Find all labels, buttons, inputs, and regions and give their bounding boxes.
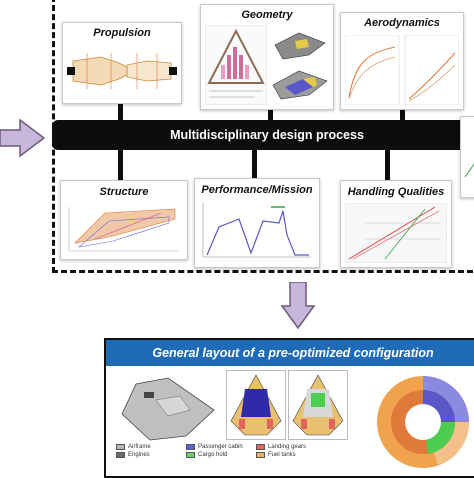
connector bbox=[400, 100, 405, 122]
general-layout-panel: General layout of a pre-optimized config… bbox=[104, 338, 474, 478]
legend-label: Passenger cabin bbox=[198, 444, 243, 450]
mass-breakdown-sunburst bbox=[377, 376, 469, 468]
clipped-right-card bbox=[460, 116, 474, 198]
legend-swatch bbox=[186, 444, 195, 450]
structure-wing-diagram bbox=[68, 207, 179, 252]
clipped-plot bbox=[464, 163, 474, 178]
aircraft-3d-view bbox=[272, 32, 328, 100]
legend-swatch bbox=[256, 452, 265, 458]
legend-item: Landing gears bbox=[256, 444, 326, 450]
geometry-card: Geometry bbox=[200, 4, 334, 110]
legend-label: Fuel tanks bbox=[268, 452, 296, 458]
aerodynamics-card: Aerodynamics bbox=[340, 12, 464, 110]
legend-item: Fuel tanks bbox=[256, 452, 326, 458]
top-view-cargo bbox=[292, 374, 344, 436]
handling-card: Handling Qualities bbox=[340, 180, 452, 268]
geometry-title: Geometry bbox=[241, 9, 293, 21]
aerodynamics-title: Aerodynamics bbox=[364, 17, 440, 29]
mission-profile-chart bbox=[202, 203, 311, 258]
handling-envelope-chart bbox=[345, 203, 447, 263]
top-view-cargo-box bbox=[288, 370, 348, 440]
performance-title: Performance/Mission bbox=[201, 184, 313, 196]
legend-item: Engines bbox=[116, 452, 186, 458]
connector bbox=[118, 100, 123, 122]
connector bbox=[385, 148, 390, 182]
legend-label: Landing gears bbox=[268, 444, 307, 450]
aircraft-perspective-view bbox=[121, 377, 215, 441]
performance-card: Performance/Mission bbox=[194, 178, 320, 268]
legend-label: Airframe bbox=[128, 444, 151, 450]
layout-legend: Airframe Passenger cabin Landing gears E… bbox=[116, 444, 326, 460]
legend-item: Airframe bbox=[116, 444, 186, 450]
legend-label: Cargo hold bbox=[198, 452, 228, 458]
connector bbox=[252, 148, 257, 182]
legend-swatch bbox=[186, 452, 195, 458]
legend-swatch bbox=[256, 444, 265, 450]
connector bbox=[268, 100, 273, 122]
structure-card: Structure bbox=[60, 180, 188, 260]
top-view-cabin-box bbox=[226, 370, 286, 440]
connector bbox=[118, 148, 123, 182]
cabin-layout-diagram bbox=[205, 25, 267, 105]
legend-swatch bbox=[116, 444, 125, 450]
general-layout-header: General layout of a pre-optimized config… bbox=[106, 340, 474, 366]
legend-label: Engines bbox=[128, 452, 150, 458]
general-layout-title: General layout of a pre-optimized config… bbox=[152, 346, 434, 360]
propulsion-card: Propulsion bbox=[62, 22, 182, 104]
structure-title: Structure bbox=[99, 186, 149, 198]
propulsion-title: Propulsion bbox=[93, 27, 151, 39]
handling-title: Handling Qualities bbox=[347, 186, 445, 198]
top-view-cabin bbox=[230, 374, 282, 436]
input-arrow bbox=[0, 118, 46, 158]
legend-item: Passenger cabin bbox=[186, 444, 256, 450]
process-title: Multidisciplinary design process bbox=[170, 128, 364, 142]
output-arrow bbox=[280, 282, 316, 330]
process-bar: Multidisciplinary design process bbox=[52, 120, 474, 150]
aero-curves-plot bbox=[345, 35, 459, 105]
legend-item: Cargo hold bbox=[186, 452, 256, 458]
engine-diagram bbox=[67, 53, 177, 89]
legend-swatch bbox=[116, 452, 125, 458]
